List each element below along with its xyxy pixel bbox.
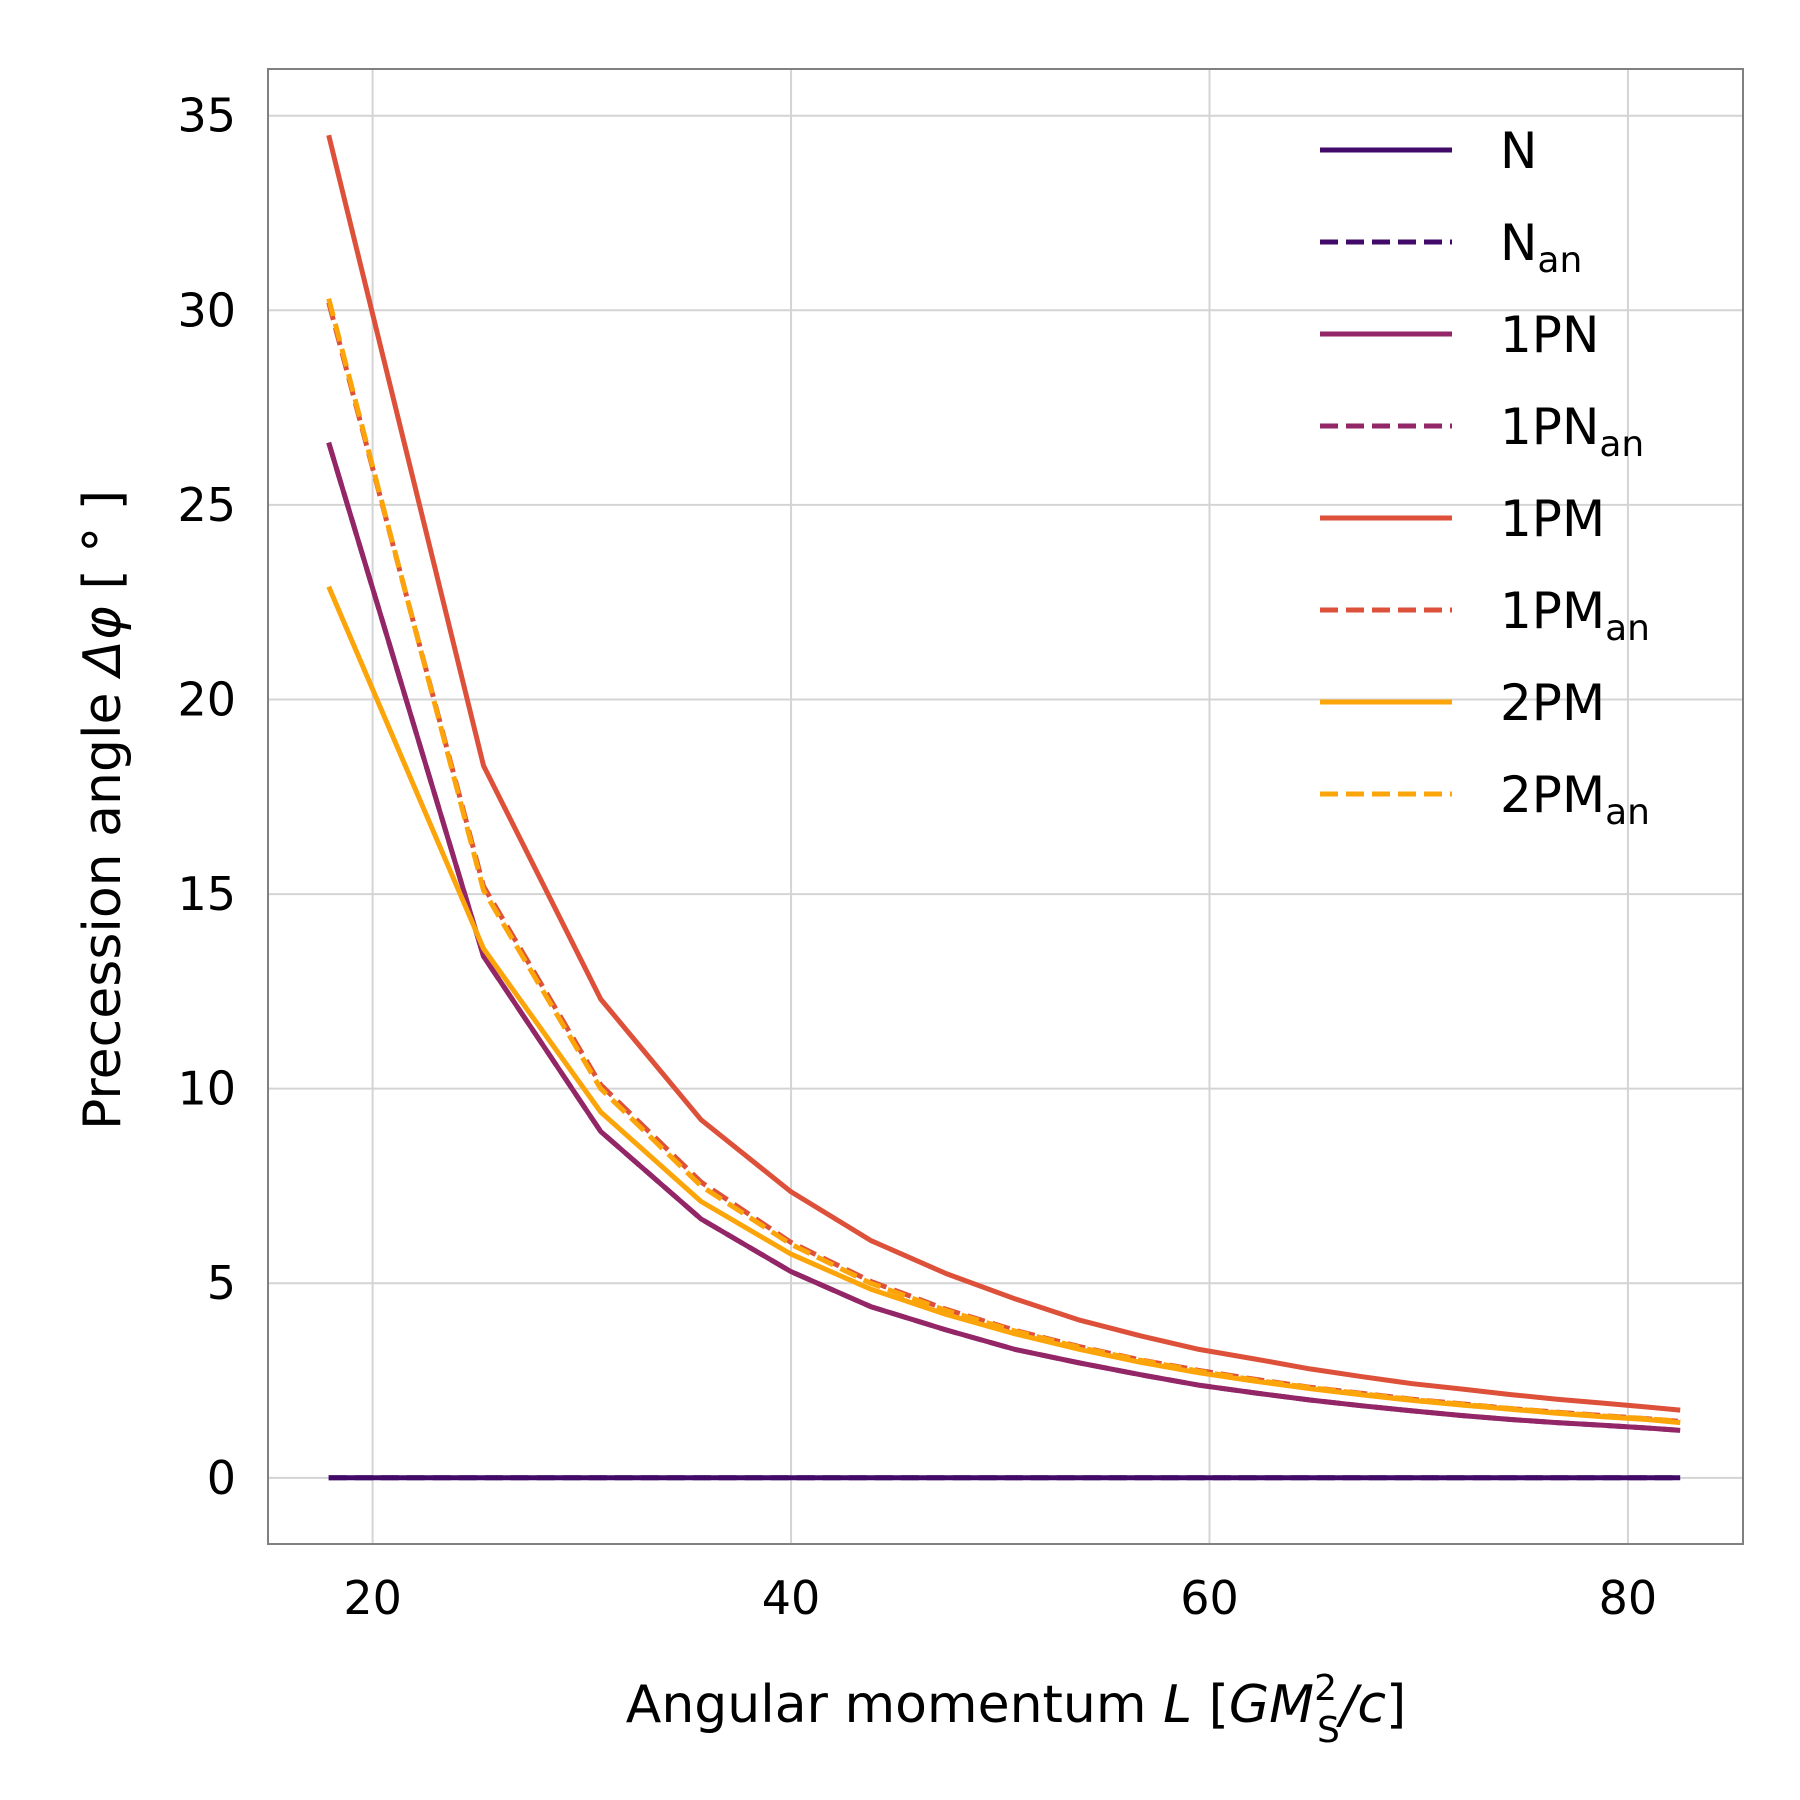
x-axis-label-unit-open: [ <box>1192 1675 1229 1735</box>
series-line-2pm-an <box>326 297 1681 1424</box>
legend-label: 1PM <box>1500 490 1605 548</box>
legend-label-name: N <box>1500 214 1537 272</box>
legend-item-2pm: 2PM <box>1320 674 1605 732</box>
legend-item-n-an: Nan <box>1320 214 1582 281</box>
x-axis-label-unit-close: ] <box>1386 1675 1406 1735</box>
series-layer <box>326 134 1681 1481</box>
x-axis-ticks: 20 40 60 80 <box>343 1571 1657 1625</box>
legend-label-subscript: an <box>1605 792 1650 833</box>
plot-frame <box>267 68 1744 1545</box>
x-tick-label: 20 <box>343 1571 402 1625</box>
legend-label-name: 1PN <box>1500 398 1599 456</box>
legend-label-name: N <box>1500 122 1537 180</box>
x-axis-label-unit-sub: S <box>1317 1710 1340 1751</box>
x-axis-label-var: L <box>1163 1675 1192 1735</box>
legend-label: 1PNan <box>1500 398 1644 465</box>
y-tick-label: 5 <box>207 1256 236 1310</box>
y-axis-label: Precession angle Δφ [ ° ] <box>73 490 133 1130</box>
y-axis-label-main: Precession angle <box>73 676 133 1130</box>
x-tick-label: 60 <box>1180 1571 1239 1625</box>
series-line-1pn-an <box>326 441 1681 1433</box>
x-tick-label: 40 <box>762 1571 821 1625</box>
y-tick-label: 20 <box>177 672 236 726</box>
grid <box>268 69 1743 1544</box>
legend-label-name: 2PM <box>1500 674 1605 732</box>
y-axis-label-unit: [ ° ] <box>73 490 133 606</box>
y-tick-label: 35 <box>177 89 236 143</box>
legend-item-1pn-an: 1PNan <box>1320 398 1644 465</box>
legend-label-subscript: an <box>1537 240 1582 281</box>
legend-label: 2PMan <box>1500 766 1650 833</box>
legend-item-2pm-an: 2PMan <box>1320 766 1650 833</box>
x-tick-label: 80 <box>1599 1571 1658 1625</box>
y-axis-label-var: Δφ <box>73 606 133 680</box>
y-axis-ticks: 0 5 10 15 20 25 30 35 <box>177 89 236 1505</box>
x-axis-label-unit-sup: 2 <box>1314 1668 1337 1709</box>
y-tick-label: 0 <box>207 1451 236 1505</box>
y-tick-label: 25 <box>177 478 236 532</box>
x-axis-label-unit-tail: /c <box>1336 1675 1386 1735</box>
y-tick-label: 15 <box>177 867 236 921</box>
legend-label-name: 1PN <box>1500 306 1599 364</box>
legend-label-name: 1PM <box>1500 490 1605 548</box>
legend-label: 1PMan <box>1500 582 1650 649</box>
legend-label: Nan <box>1500 214 1582 281</box>
legend-label-subscript: an <box>1605 608 1650 649</box>
legend-item-n: N <box>1320 122 1537 180</box>
legend-label: 1PN <box>1500 306 1599 364</box>
legend-label: 2PM <box>1500 674 1605 732</box>
x-axis-label-unit-var: GM <box>1229 1675 1314 1735</box>
legend-label-subscript: an <box>1599 424 1644 465</box>
legend-item-1pm-an: 1PMan <box>1320 582 1650 649</box>
legend-label: N <box>1500 122 1537 180</box>
x-axis-label-main: Angular momentum <box>626 1675 1163 1735</box>
x-axis-label: Angular momentum L [GM2 S/c] <box>626 1668 1406 1751</box>
legend-item-1pn: 1PN <box>1320 306 1599 364</box>
legend-item-1pm: 1PM <box>1320 490 1605 548</box>
series-line-1pm <box>326 134 1681 1413</box>
legend-label-name: 2PM <box>1500 766 1605 824</box>
legend-label-name: 1PM <box>1500 582 1605 640</box>
y-tick-label: 30 <box>177 283 236 337</box>
y-tick-label: 10 <box>177 1062 236 1116</box>
